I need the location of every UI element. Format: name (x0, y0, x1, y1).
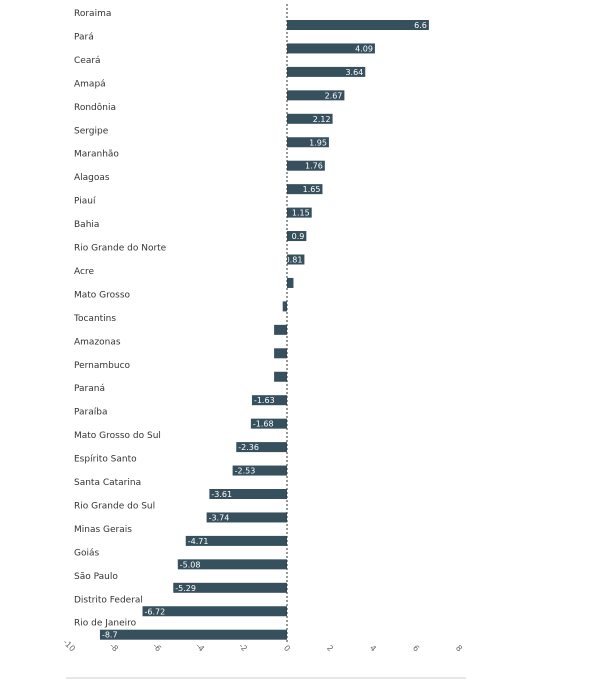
x-tick-label: 2 (325, 643, 335, 653)
x-tick-label: 4 (368, 643, 378, 653)
bar (274, 371, 287, 382)
category-label: Amazonas (74, 337, 121, 347)
category-label: Amapá (74, 79, 106, 89)
bar (287, 207, 312, 218)
bar-value-label: 4.09 (355, 44, 373, 53)
bar (287, 184, 323, 195)
bar-value-label: 6.6 (414, 21, 427, 30)
category-label: Espírito Santo (74, 455, 137, 465)
x-tick-label: 6 (411, 643, 421, 653)
category-label: Pará (74, 32, 94, 42)
bar-value-label: 3.64 (345, 68, 363, 77)
bar (232, 465, 287, 476)
category-label: Ceará (74, 56, 101, 66)
x-tick-label: 8 (454, 643, 464, 653)
bar-value-label: 1.76 (305, 162, 323, 171)
category-label: Tocantins (73, 314, 116, 324)
bar-value-label: 1.65 (303, 185, 321, 194)
bar (173, 582, 287, 593)
category-label: Paraíba (74, 408, 107, 418)
bar (287, 113, 333, 124)
category-label: Maranhão (74, 150, 119, 160)
bar (250, 418, 287, 429)
bar-value-label: 2.67 (325, 91, 343, 100)
x-tick-label: -2 (237, 641, 249, 653)
category-label: Rio de Janeiro (74, 619, 137, 629)
x-tick-label: -6 (151, 641, 163, 653)
category-label: Pernambuco (74, 361, 131, 371)
category-label: Piauí (74, 197, 96, 207)
bar-value-label: 1.95 (309, 138, 327, 147)
category-label: Rio Grande do Sul (74, 501, 155, 511)
bar (287, 43, 375, 54)
bar (287, 66, 366, 77)
bar (209, 489, 287, 499)
bar (287, 254, 305, 265)
bar-value-label: 0.9 (292, 232, 305, 241)
bar (142, 606, 287, 617)
x-tick-label: -8 (108, 641, 120, 653)
bar-value-label: -5.29 (175, 584, 196, 593)
bar (206, 512, 287, 523)
bar (287, 160, 325, 171)
category-label: Rio Grande do Norte (74, 244, 167, 254)
bar-value-label: 1.15 (292, 209, 310, 218)
x-axis: -10 -8 -6 -4 -2 0 2 4 6 8 (61, 638, 464, 654)
bar (274, 324, 287, 335)
bar (287, 90, 345, 101)
x-tick-label: 0 (282, 643, 292, 653)
bar (99, 629, 287, 640)
category-labels-layer: Roraima Pará Ceará Amapá Rondônia Sergipe Mara… (73, 9, 167, 629)
bar (177, 559, 287, 570)
bar (251, 395, 287, 406)
x-tick-label: -4 (194, 641, 206, 653)
category-label: Mato Grosso (74, 290, 131, 300)
category-label: Alagoas (74, 173, 110, 183)
category-label: Paraná (74, 384, 105, 394)
bar (274, 348, 287, 359)
category-label: Goiás (74, 548, 99, 558)
bar-value-label: -5.08 (180, 560, 201, 569)
category-label: Roraima (74, 9, 111, 19)
category-label: Minas Gerais (74, 525, 132, 535)
category-label: Bahia (74, 220, 99, 230)
bar-value-label: -1.68 (253, 420, 274, 429)
bar (287, 137, 329, 148)
bar-value-label: -6.72 (145, 607, 166, 616)
bar (185, 535, 287, 546)
bar-value-label: -1.63 (254, 396, 275, 405)
bar-value-label: -8.7 (102, 631, 118, 640)
category-label: São Paulo (74, 572, 118, 582)
bar (287, 231, 307, 242)
category-label: Acre (74, 267, 94, 277)
bar (287, 277, 294, 288)
bar-value-label: -2.53 (235, 467, 256, 476)
bar-value-label: -3.61 (211, 490, 232, 499)
bar (287, 20, 429, 30)
bar-value-label: -3.74 (209, 513, 230, 522)
x-tick-label: -10 (61, 638, 77, 654)
bar-value-label: -4.71 (188, 537, 209, 546)
bar-value-label: 0.81 (285, 256, 303, 265)
category-label: Rondônia (74, 102, 116, 113)
category-label: Mato Grosso do Sul (74, 431, 161, 441)
bars-layer: 6.6 4.09 3.64 2.67 2.12 1.95 1.76 1.65 1.15 0.9 0.… (99, 20, 429, 640)
bar (236, 442, 287, 453)
bar-value-label: -2.36 (238, 443, 259, 452)
bar (282, 301, 287, 312)
category-label: Santa Catarina (74, 478, 141, 488)
bar-value-label: 2.12 (313, 115, 331, 124)
category-label: Distrito Federal (74, 595, 143, 605)
category-label: Sergipe (74, 126, 109, 136)
